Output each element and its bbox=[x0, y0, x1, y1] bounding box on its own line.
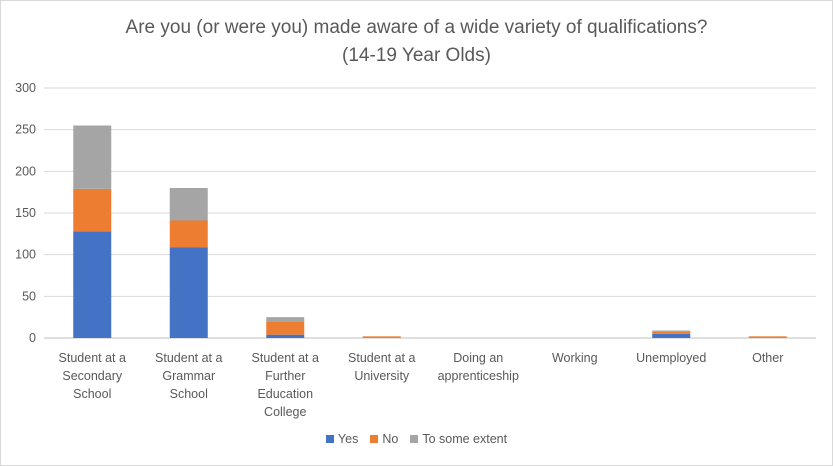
bar-segment bbox=[266, 317, 305, 322]
chart-legend: Yes No To some extent bbox=[0, 432, 833, 446]
bar-segment bbox=[169, 247, 208, 338]
legend-label-to-some-extent: To some extent bbox=[422, 432, 508, 446]
legend-swatch-no bbox=[370, 435, 379, 443]
x-tick-label: Grammar bbox=[162, 369, 215, 383]
legend-label-no: No bbox=[382, 432, 399, 446]
x-tick-label: Education bbox=[257, 387, 313, 401]
legend-item-to-some-extent: To some extent bbox=[410, 432, 507, 446]
x-tick-label: University bbox=[354, 369, 410, 383]
legend-swatch-to-some-extent bbox=[410, 435, 419, 443]
bar-segment bbox=[748, 336, 787, 338]
x-tick-label: Student at a bbox=[252, 351, 319, 365]
chart-title: Are you (or were you) made aware of a wi… bbox=[125, 17, 708, 38]
x-tick-label: Unemployed bbox=[636, 351, 706, 365]
bar-segment bbox=[362, 336, 401, 338]
x-tick-label: School bbox=[73, 387, 111, 401]
y-tick-label: 300 bbox=[15, 81, 36, 95]
legend-swatch-yes bbox=[325, 435, 334, 443]
bar-segment bbox=[73, 231, 112, 338]
legend-item-no: No bbox=[370, 432, 398, 446]
y-tick-label: 100 bbox=[15, 248, 36, 262]
bar-segment bbox=[266, 321, 305, 335]
x-tick-label: Secondary bbox=[62, 369, 123, 383]
x-tick-label: Student at a bbox=[155, 351, 222, 365]
x-tick-label: Student at a bbox=[348, 351, 415, 365]
legend-item-yes: Yes bbox=[325, 432, 359, 446]
bar-segment bbox=[652, 331, 691, 334]
x-tick-label: Working bbox=[552, 351, 598, 365]
bar-segment bbox=[169, 188, 208, 221]
x-tick-label: Further bbox=[265, 369, 305, 383]
bar-segment bbox=[266, 334, 305, 338]
y-tick-label: 0 bbox=[29, 331, 36, 345]
x-tick-label: apprenticeship bbox=[438, 369, 519, 383]
y-tick-label: 250 bbox=[15, 123, 36, 137]
bar-segment bbox=[73, 125, 112, 189]
chart-subtitle: (14-19 Year Olds) bbox=[342, 45, 491, 66]
bar-segment bbox=[169, 220, 208, 248]
y-tick-label: 200 bbox=[15, 164, 36, 178]
bar-segment bbox=[652, 330, 691, 332]
x-tick-label: School bbox=[170, 387, 208, 401]
x-tick-label: Other bbox=[752, 351, 783, 365]
legend-label-yes: Yes bbox=[337, 432, 359, 446]
x-tick-label: Doing an bbox=[453, 351, 503, 365]
bar-segment bbox=[73, 188, 112, 232]
x-tick-label: College bbox=[264, 405, 306, 419]
x-tick-label: Student at a bbox=[59, 351, 126, 365]
bar-segment bbox=[652, 333, 691, 338]
y-tick-label: 150 bbox=[15, 206, 36, 220]
y-tick-label: 50 bbox=[22, 289, 36, 303]
